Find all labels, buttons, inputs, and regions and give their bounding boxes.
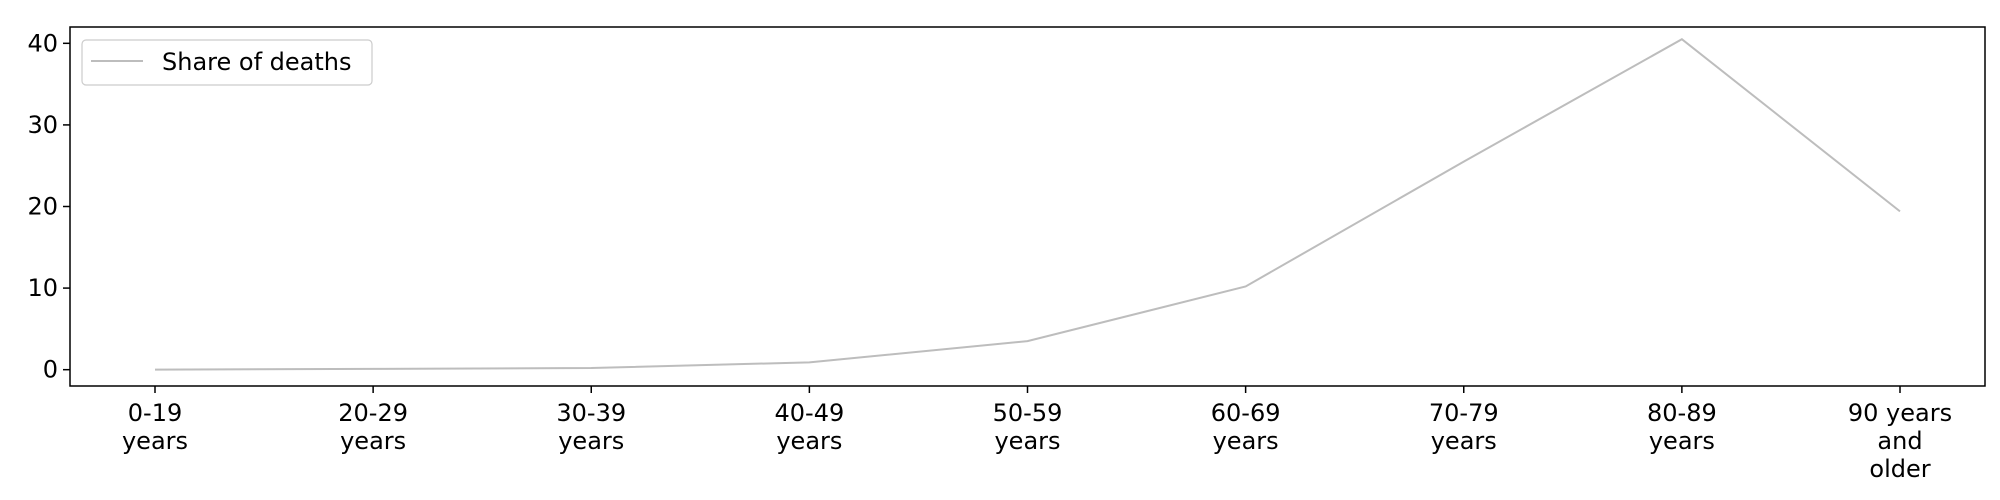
x-tick-label-line: 30-39: [556, 399, 626, 427]
y-tick-label: 10: [27, 274, 58, 302]
x-tick-label-line: years: [994, 427, 1060, 455]
x-tick-label-line: and: [1877, 427, 1922, 455]
x-tick-label: 30-39 years: [556, 399, 626, 455]
x-tick-label: 60-69 years: [1211, 399, 1281, 455]
x-tick-label: 0-19 years: [122, 399, 188, 455]
legend-label: Share of deaths: [162, 48, 351, 76]
plot-area: [154, 38, 1901, 371]
x-tick-label-line: years: [122, 427, 188, 455]
x-tick-label-line: 60-69: [1211, 399, 1281, 427]
y-tick-label: 0: [43, 356, 58, 384]
x-tick-label-line: years: [558, 427, 624, 455]
x-tick-label: 40-49 years: [775, 399, 845, 455]
x-tick-label-line: 90 years: [1848, 399, 1952, 427]
y-axis-ticks: 0 10 20 30 40: [27, 29, 70, 384]
y-tick-label: 40: [27, 29, 58, 57]
x-tick-label: 50-59 years: [993, 399, 1063, 455]
x-tick-label-line: years: [1213, 427, 1279, 455]
x-tick-label: 80-89 years: [1647, 399, 1717, 455]
x-tick-label-line: years: [340, 427, 406, 455]
x-tick-label: 90 years and older: [1848, 399, 1952, 483]
y-tick-label: 20: [27, 193, 58, 221]
x-tick-label: 20-29 years: [338, 399, 408, 455]
x-tick-label: 70-79 years: [1429, 399, 1499, 455]
x-tick-label-line: years: [1649, 427, 1715, 455]
series-line-share-of-deaths: [154, 38, 1901, 371]
x-tick-label-line: 40-49: [775, 399, 845, 427]
y-tick-label: 30: [27, 111, 58, 139]
legend-box: [81, 39, 373, 86]
x-tick-label-line: 80-89: [1647, 399, 1717, 427]
x-tick-label-line: 20-29: [338, 399, 408, 427]
x-tick-label-line: 0-19: [128, 399, 182, 427]
x-tick-label-line: 70-79: [1429, 399, 1499, 427]
x-tick-label-line: years: [1431, 427, 1497, 455]
legend: Share of deaths: [81, 39, 373, 86]
x-tick-label-line: 50-59: [993, 399, 1063, 427]
x-tick-label-line: older: [1869, 455, 1930, 483]
x-tick-label-line: years: [776, 427, 842, 455]
